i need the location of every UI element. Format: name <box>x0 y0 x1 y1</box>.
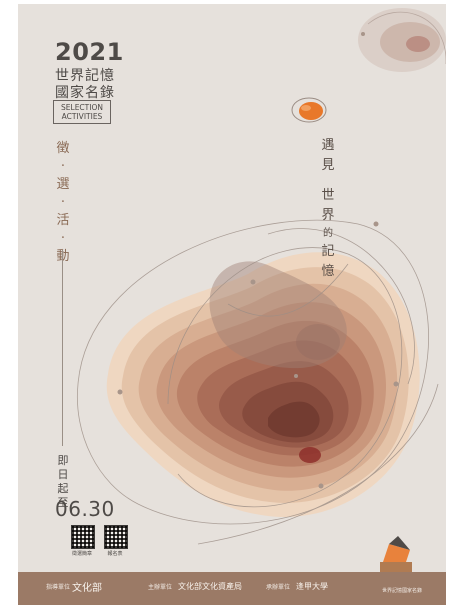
emblem-logo <box>380 536 412 572</box>
qr-code-form[interactable] <box>104 525 128 549</box>
vertical-char: 界 <box>321 208 335 223</box>
poster-title-line2: 國家名錄 <box>55 85 115 101</box>
memory-blob-artwork <box>76 8 446 572</box>
vertical-char: 選 <box>56 177 70 192</box>
vertical-char: 起 <box>57 482 69 495</box>
org1-role: 指導單位 <box>46 584 71 591</box>
vertical-char: 見 <box>321 158 335 173</box>
vertical-char: 世 <box>321 188 335 203</box>
vertical-start-text: 即 日 起 至 <box>55 454 71 510</box>
orange-pebble-icon <box>291 97 327 123</box>
vertical-char: 記 <box>321 244 335 259</box>
vertical-char: 徵 <box>56 141 70 156</box>
vertical-char: 活 <box>56 213 70 228</box>
org3-role: 承辦單位 <box>266 584 291 591</box>
vertical-divider <box>62 250 63 446</box>
org1-logo: 文化部 <box>72 583 102 594</box>
end-date: 06.30 <box>55 497 115 521</box>
vertical-char: 遇 <box>321 138 335 153</box>
vertical-char: 動 <box>55 248 71 266</box>
orbit-dots <box>117 221 399 489</box>
vertical-char: 即 <box>57 454 69 467</box>
orbit-lines <box>76 219 439 545</box>
sponsor-footer: 指導單位 文化部 主辦單位 文化部文化資產局 承辦單位 逢甲大學 世界記憶國家名… <box>18 572 446 605</box>
corner-blob <box>358 8 446 72</box>
qr-code-rules[interactable] <box>71 525 95 549</box>
tagline-gap <box>320 176 336 186</box>
qr-label-rules: 徵選簡章 <box>71 551 92 557</box>
poster-title-line1: 世界記憶 <box>55 68 115 84</box>
org4-logo: 世界記憶國家名錄 <box>382 588 423 594</box>
qr-label-form: 報名表 <box>107 551 123 557</box>
topographic-blob <box>106 252 420 518</box>
vertical-selection-text: 徵 · 選 · 活 · 動 <box>55 140 71 266</box>
vertical-char: 至 <box>57 496 69 509</box>
vertical-char: · <box>60 159 66 174</box>
poster-year: 2021 <box>55 38 124 66</box>
vertical-char: · <box>60 231 66 246</box>
badge-line1: SELECTION <box>61 103 103 112</box>
poster: 2021 世界記憶 國家名錄 SELECTION ACTIVITIES 徵 · … <box>18 4 446 572</box>
org3-logo: 逢甲大學 <box>296 582 328 591</box>
org2-role: 主辦單位 <box>148 584 173 591</box>
vertical-char: 的 <box>323 228 333 239</box>
vertical-tagline: 遇 見 世 界 的 記 憶 <box>320 136 336 282</box>
vertical-char: 憶 <box>321 264 335 279</box>
vertical-char: · <box>60 195 66 210</box>
org2-logo: 文化部文化資產局 <box>178 582 242 591</box>
badge-line2: ACTIVITIES <box>61 112 103 121</box>
vertical-char: 日 <box>57 468 69 481</box>
selection-activities-badge: SELECTION ACTIVITIES <box>53 100 111 124</box>
